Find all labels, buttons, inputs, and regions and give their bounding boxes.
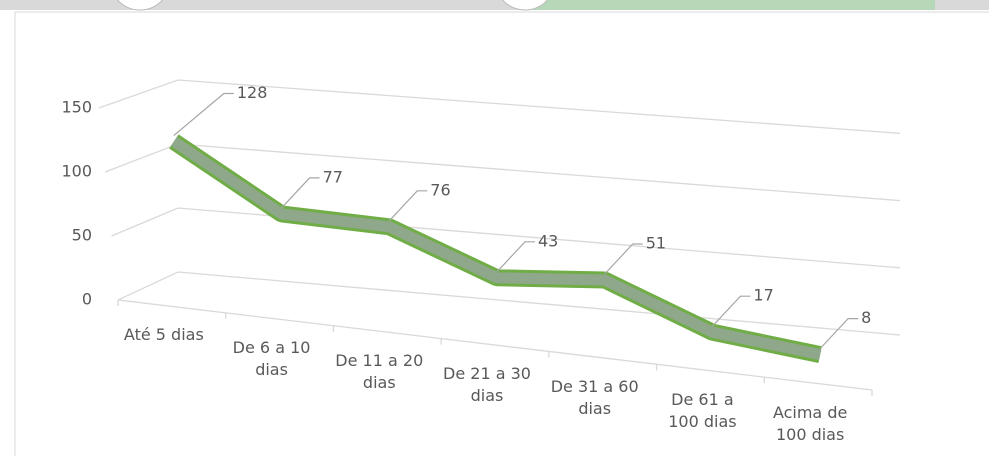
line	[170, 136, 822, 361]
leader-line	[281, 177, 320, 209]
x-tick-label: De 21 a 30 dias	[443, 364, 531, 405]
y-tick-label: 150	[61, 98, 92, 117]
leader-line	[388, 190, 428, 222]
grid-line	[111, 207, 901, 269]
y-tick-label: 50	[72, 226, 92, 245]
top-bar	[0, 0, 989, 10]
x-tick-label: Até 5 dias	[123, 325, 204, 345]
leader-line	[173, 92, 234, 136]
data-label: 77	[323, 167, 343, 186]
grid-line	[98, 79, 901, 135]
data-label: 43	[538, 231, 558, 250]
top-tab	[520, 0, 935, 10]
leader-line	[496, 241, 535, 273]
x-tick-label: De 61 a 100 dias	[668, 389, 737, 431]
data-label: 76	[430, 180, 450, 199]
leader-line	[711, 295, 751, 327]
tab-circle	[501, 0, 549, 11]
line-edge	[169, 134, 822, 363]
y-tick-label: 0	[82, 290, 92, 309]
x-tick-label: Acima de 100 dias	[772, 402, 848, 444]
x-tick-label: De 11 a 20 dias	[335, 351, 424, 393]
leader-line	[819, 318, 859, 350]
leader-line	[604, 243, 643, 275]
x-tick-label: De 6 a 10 dias	[232, 338, 311, 380]
chart-border	[14, 11, 989, 456]
x-tick-label: De 31 a 60 dias	[550, 376, 639, 418]
data-label: 17	[753, 286, 773, 305]
y-tick-label: 100	[61, 162, 92, 181]
data-label: 128	[237, 83, 268, 102]
data-label: 8	[861, 308, 871, 327]
tab-circle	[116, 0, 164, 11]
data-label: 51	[646, 234, 666, 253]
x-axis	[117, 299, 873, 391]
